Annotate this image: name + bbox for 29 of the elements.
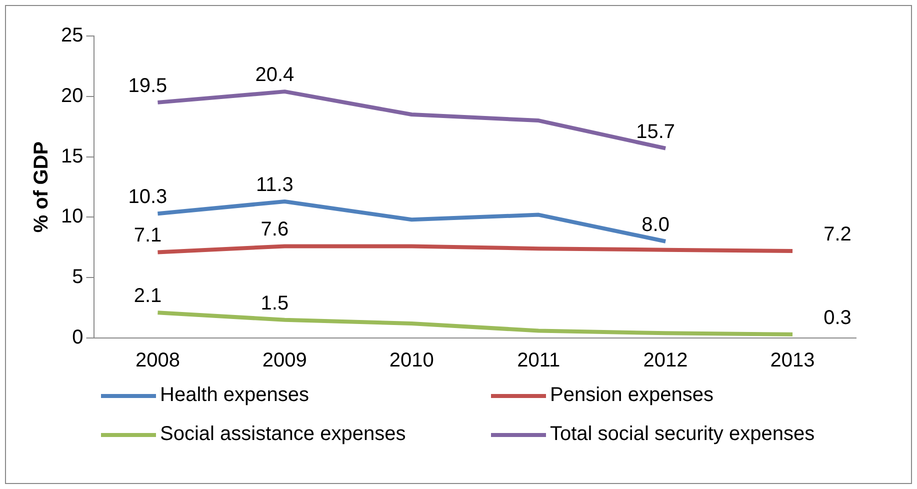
y-tick-label: 5 [72, 266, 84, 288]
data-label: 11.3 [256, 174, 294, 196]
x-tick-label: 2010 [389, 350, 434, 372]
data-label: 10.3 [128, 186, 168, 208]
x-tick-label: 2009 [262, 350, 307, 372]
x-tick-label: 2011 [517, 350, 560, 372]
y-tick-label: 10 [60, 206, 84, 228]
data-label: 20.4 [255, 64, 294, 86]
y-tick-label: 0 [72, 326, 84, 349]
data-label: 2.1 [134, 285, 162, 308]
legend-label: Health expenses [160, 384, 309, 407]
data-label: 15.7 [636, 120, 676, 143]
y-axis-title: % of GDP [30, 141, 53, 233]
data-label: 19.5 [128, 74, 168, 97]
data-label: 1.5 [260, 292, 289, 314]
x-tick-label: 2012 [643, 350, 688, 372]
data-label: 7.2 [824, 224, 852, 246]
data-label: 8.0 [642, 214, 670, 236]
legend-label: Pension expenses [550, 384, 714, 407]
legend-label: Total social security expenses [550, 423, 815, 446]
y-tick-label: 25 [60, 24, 84, 47]
x-tick-label: 2008 [135, 350, 180, 372]
y-tick-label: 20 [60, 84, 84, 107]
y-tick-label: 15 [60, 145, 84, 168]
data-label: 0.3 [824, 306, 852, 329]
data-label: 7.1 [134, 224, 162, 247]
x-tick-label: 2013 [770, 350, 815, 372]
legend-label: Social assistance expenses [160, 423, 406, 446]
data-label: 7.6 [260, 218, 289, 241]
